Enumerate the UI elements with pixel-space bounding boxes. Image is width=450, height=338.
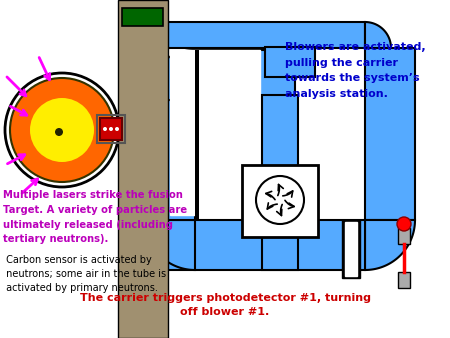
Bar <box>170 50 260 215</box>
Circle shape <box>109 127 113 131</box>
Bar <box>365 48 415 220</box>
Bar <box>97 115 125 143</box>
Bar <box>145 100 195 220</box>
Bar <box>398 272 410 288</box>
Polygon shape <box>145 220 195 270</box>
Bar <box>265 47 315 77</box>
Bar <box>122 8 163 26</box>
Polygon shape <box>145 50 195 100</box>
Circle shape <box>115 127 119 131</box>
Bar <box>145 220 149 270</box>
Bar <box>195 50 295 100</box>
Circle shape <box>10 78 114 182</box>
Text: The carrier triggers photodetector #1, turning
off blower #1.: The carrier triggers photodetector #1, t… <box>80 293 370 317</box>
Polygon shape <box>365 220 415 270</box>
Text: Carbon sensor is activated by
 neutrons; some air in the tube is
 activated by p: Carbon sensor is activated by neutrons; … <box>3 255 166 293</box>
Bar <box>195 50 199 220</box>
Bar <box>342 220 360 278</box>
Circle shape <box>55 128 63 136</box>
Circle shape <box>30 98 94 162</box>
Bar <box>118 0 168 338</box>
Circle shape <box>256 176 304 224</box>
Bar <box>100 118 122 140</box>
Text: Multiple lasers strike the fusion
Target. A variety of particles are
ultimately : Multiple lasers strike the fusion Target… <box>3 190 187 244</box>
Bar <box>345 222 357 276</box>
Bar <box>145 220 365 270</box>
Bar <box>262 237 298 270</box>
Text: Blowers are activated,
pulling the carrier
towards the system’s
analysis station: Blowers are activated, pulling the carri… <box>285 42 426 99</box>
Bar <box>262 95 298 167</box>
Bar <box>242 165 318 237</box>
Circle shape <box>397 217 411 231</box>
Bar <box>398 228 410 244</box>
Circle shape <box>103 127 107 131</box>
Bar <box>168 22 365 48</box>
Polygon shape <box>365 22 391 48</box>
